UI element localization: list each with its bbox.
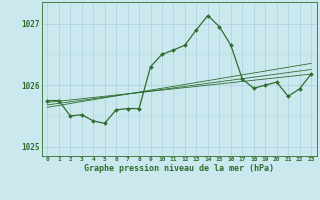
X-axis label: Graphe pression niveau de la mer (hPa): Graphe pression niveau de la mer (hPa) bbox=[84, 164, 274, 173]
